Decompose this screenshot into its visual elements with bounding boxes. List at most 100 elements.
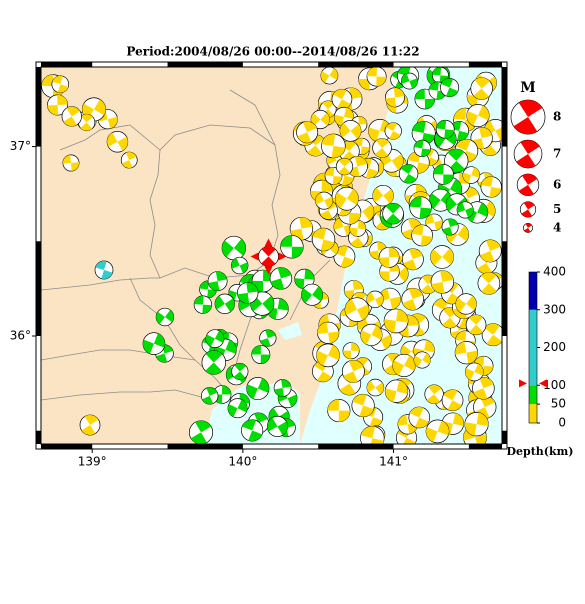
- magnitude-label: 8: [553, 110, 561, 124]
- ball-quadrant: [446, 196, 457, 212]
- ball-quadrant: [299, 217, 313, 229]
- ball-quadrant: [366, 380, 376, 393]
- ball-quadrant: [441, 78, 454, 88]
- ball-quadrant: [464, 422, 477, 436]
- ball-quadrant: [227, 404, 238, 417]
- depth-tick-label: 300: [543, 302, 566, 316]
- ball-quadrant: [389, 296, 401, 310]
- ball-quadrant: [443, 174, 454, 185]
- ball-quadrant: [260, 338, 271, 347]
- ball-quadrant: [409, 406, 424, 418]
- focal-mechanism: [79, 414, 101, 436]
- focal-mechanism: [142, 332, 166, 355]
- ball-quadrant: [389, 131, 401, 140]
- ball-quadrant: [80, 122, 93, 131]
- magnitude-symbol: [513, 139, 543, 169]
- lon-tick-label: 141°: [379, 455, 408, 469]
- ball-quadrant: [352, 394, 367, 406]
- frame-segment: [36, 67, 41, 147]
- focal-mechanism: [360, 425, 385, 444]
- frame-segment: [468, 444, 502, 449]
- ball-quadrant: [466, 295, 477, 311]
- focal-mechanism: [360, 323, 383, 347]
- focal-mechanism: [411, 224, 434, 247]
- ball-quadrant: [383, 189, 394, 204]
- ball-quadrant: [449, 178, 462, 195]
- focal-mechanism: [408, 406, 431, 429]
- ball-quadrant: [215, 295, 225, 310]
- ball-quadrant: [432, 67, 442, 76]
- ball-quadrant: [425, 214, 435, 225]
- focal-mechanism: [266, 415, 288, 437]
- ball-quadrant: [442, 248, 454, 265]
- ball-quadrant: [352, 280, 364, 291]
- ball-quadrant: [237, 399, 248, 413]
- ball-quadrant: [222, 240, 234, 258]
- ball-quadrant: [384, 319, 397, 333]
- focal-mechanism: [294, 268, 315, 290]
- ball-quadrant: [121, 160, 133, 169]
- focal-mechanism: [384, 122, 402, 140]
- ball-quadrant: [156, 311, 165, 325]
- depth-tick-label: 0: [558, 416, 566, 430]
- focal-mechanism: [230, 256, 249, 275]
- focal-mechanism: [188, 420, 214, 444]
- ball-quadrant: [397, 414, 408, 426]
- depth-color-band: [529, 385, 537, 405]
- frame-segment: [502, 241, 507, 337]
- focal-mechanism: [392, 353, 416, 378]
- ball-quadrant: [477, 105, 490, 121]
- ball-quadrant: [274, 387, 285, 397]
- ball-quadrant: [322, 100, 334, 110]
- ball-quadrant: [343, 371, 358, 383]
- ball-quadrant: [468, 388, 481, 405]
- ball-quadrant: [370, 438, 384, 444]
- ball-quadrant: [312, 286, 323, 302]
- ball-quadrant: [233, 371, 246, 380]
- ball-quadrant: [338, 166, 351, 175]
- ball-quadrant: [63, 116, 77, 127]
- ball-quadrant: [419, 207, 432, 219]
- depth-color-band: [529, 404, 537, 423]
- focal-mechanism: [320, 67, 339, 85]
- ball-quadrant: [208, 281, 220, 291]
- ball-quadrant: [207, 289, 217, 298]
- ball-quadrant: [436, 120, 447, 130]
- focal-mechanism: [435, 119, 455, 139]
- focal-mechanism: [335, 158, 354, 176]
- ball-quadrant: [257, 378, 269, 393]
- ball-quadrant: [202, 304, 212, 314]
- depth-tick-label: 100: [543, 378, 566, 392]
- focal-mechanism: [296, 121, 319, 144]
- ball-quadrant: [345, 298, 357, 315]
- ball-quadrant: [408, 288, 423, 300]
- ball-quadrant: [360, 426, 376, 439]
- ball-quadrant: [447, 149, 465, 161]
- ball-quadrant: [70, 162, 80, 172]
- focal-mechanism: [327, 399, 351, 423]
- focal-mechanism: [289, 216, 314, 241]
- ball-quadrant: [525, 223, 532, 228]
- ball-quadrant: [337, 99, 351, 110]
- ball-quadrant: [485, 239, 501, 251]
- map-frame: [35, 61, 508, 450]
- ball-quadrant: [356, 304, 369, 321]
- focal-mechanism: [310, 109, 330, 130]
- ball-quadrant: [495, 127, 502, 141]
- ball-quadrant: [477, 262, 492, 274]
- ball-quadrant: [81, 114, 93, 123]
- ball-quadrant: [358, 78, 370, 90]
- ball-quadrant: [234, 363, 246, 372]
- ball-quadrant: [420, 235, 433, 246]
- focal-mechanism: [441, 389, 464, 412]
- magnitude-label: 7: [553, 147, 561, 161]
- depth-scale-title: Depth(km): [507, 445, 574, 458]
- focal-mechanism: [221, 235, 247, 261]
- focal-mechanism: [466, 104, 490, 128]
- main-event-marker: [278, 252, 287, 261]
- focal-mechanism: [214, 293, 235, 314]
- focal-mechanism: [205, 329, 225, 348]
- ball-quadrant: [414, 417, 429, 428]
- ball-quadrant: [346, 188, 359, 205]
